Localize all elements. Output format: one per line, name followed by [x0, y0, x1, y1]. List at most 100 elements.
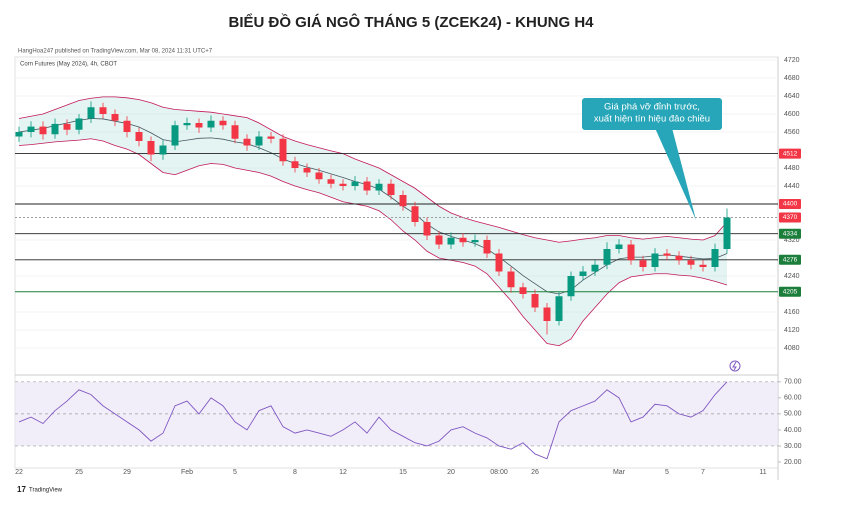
band-fill	[19, 96, 727, 346]
level-tag	[779, 212, 801, 223]
candle-body	[603, 249, 611, 265]
candle-body	[447, 237, 455, 245]
candle-body	[99, 107, 107, 114]
candle-body	[27, 126, 35, 132]
candle-body	[699, 264, 707, 267]
y-tick-label: 4720	[784, 57, 800, 64]
candle-body	[555, 296, 563, 321]
level-label: 4276	[783, 257, 798, 264]
level-label: 4370	[783, 214, 798, 221]
candle-body	[339, 183, 347, 186]
level-label: 4512	[783, 150, 798, 157]
x-tick-label: Mar	[613, 469, 626, 476]
candle-body	[171, 125, 179, 146]
y-tick-label: 4640	[784, 93, 800, 100]
rsi-tick-label: 50.00	[784, 411, 802, 418]
candle-body	[423, 222, 431, 236]
x-tick-label: 12	[339, 469, 347, 476]
brand: TradingView	[29, 488, 63, 494]
rsi-tick-label: 30.00	[784, 443, 802, 450]
candle-body	[123, 120, 131, 132]
candle-body	[243, 138, 251, 146]
candle-body	[495, 253, 503, 272]
alert-icon	[729, 360, 741, 372]
rsi-tick-label: 60.00	[784, 395, 802, 402]
candle-body	[687, 260, 695, 265]
x-tick-label: Feb	[181, 469, 193, 476]
y-tick-label: 4480	[784, 165, 800, 172]
rsi-line	[18, 381, 728, 460]
candle-body	[375, 183, 383, 191]
x-tick-label: 08:00	[490, 469, 508, 476]
candle-body	[711, 249, 719, 267]
candle-body	[51, 123, 59, 135]
level-label: 4400	[783, 201, 798, 208]
candle-body	[399, 195, 407, 207]
publisher: HangHoa247 published on TradingView.com,…	[18, 49, 213, 55]
candle-body	[231, 125, 239, 139]
brand-logo: 17	[17, 485, 26, 494]
x-tick-label: 8	[293, 469, 297, 476]
y-tick-label: 4160	[784, 309, 800, 316]
y-tick-label: 4120	[784, 327, 800, 334]
candle-body	[639, 260, 647, 267]
candle-body	[723, 217, 731, 249]
candle-body	[111, 114, 119, 121]
band-upper	[18, 96, 728, 243]
level-tag	[779, 228, 801, 239]
x-tick-label: 22	[15, 469, 23, 476]
y-tick-label: 4080	[784, 345, 800, 352]
level-label: 4205	[783, 288, 798, 295]
rsi-tick-label: 20.00	[784, 459, 802, 466]
annotation-text: Giá phá vỡ đỉnh trước,	[604, 102, 700, 113]
y-tick-label: 4600	[784, 111, 800, 118]
candle-body	[207, 120, 215, 128]
candle-body	[435, 235, 443, 245]
candle-body	[483, 240, 491, 254]
y-tick-label: 4240	[784, 273, 800, 280]
x-tick-label: 26	[531, 469, 539, 476]
y-tick-label: 4680	[784, 75, 800, 82]
level-tag	[779, 199, 801, 209]
rsi-tick-label: 40.00	[784, 427, 802, 434]
candle-body	[651, 253, 659, 267]
annotation: Giá phá vỡ đỉnh trước,xuất hiện tín hiệu…	[582, 98, 722, 220]
y-tick-label: 4320	[784, 237, 800, 244]
callout-pointer	[655, 128, 696, 220]
candle-body	[387, 183, 395, 195]
x-tick-label: 15	[399, 469, 407, 476]
candle-body	[87, 107, 95, 119]
level-label: 4334	[783, 230, 798, 237]
annotation-text: xuất hiện tín hiệu đảo chiều	[594, 114, 710, 125]
svg-text:17: 17	[17, 485, 26, 494]
candle-body	[411, 206, 419, 222]
candle-body	[459, 237, 467, 243]
candle-body	[15, 132, 23, 137]
level-tag	[779, 254, 801, 265]
x-tick-label: 5	[665, 469, 669, 476]
candle-body	[195, 123, 203, 128]
y-tick-label: 4440	[784, 183, 800, 190]
candle-body	[351, 181, 359, 186]
candle-body	[471, 240, 479, 243]
candle-body	[327, 179, 335, 184]
candle-body	[303, 168, 311, 173]
level-tag	[779, 286, 801, 297]
candle-body	[363, 181, 371, 191]
candle-body	[267, 136, 275, 139]
candle-body	[135, 132, 143, 141]
candle-body	[39, 126, 47, 135]
candle-body	[531, 294, 539, 308]
candle-body	[255, 136, 263, 146]
candle-body	[591, 264, 599, 272]
candle-body	[63, 123, 71, 130]
candle-body	[567, 276, 575, 297]
candle-body	[627, 244, 635, 261]
candle-body	[183, 123, 191, 126]
candle-body	[543, 307, 551, 321]
candle-body	[663, 253, 671, 256]
callout-box	[582, 98, 722, 130]
chart-title: BIỂU ĐỒ GIÁ NGÔ THÁNG 5 (ZCEK24) - KHUNG…	[228, 13, 594, 31]
candle-body	[219, 120, 227, 126]
x-tick-label: 7	[701, 469, 705, 476]
